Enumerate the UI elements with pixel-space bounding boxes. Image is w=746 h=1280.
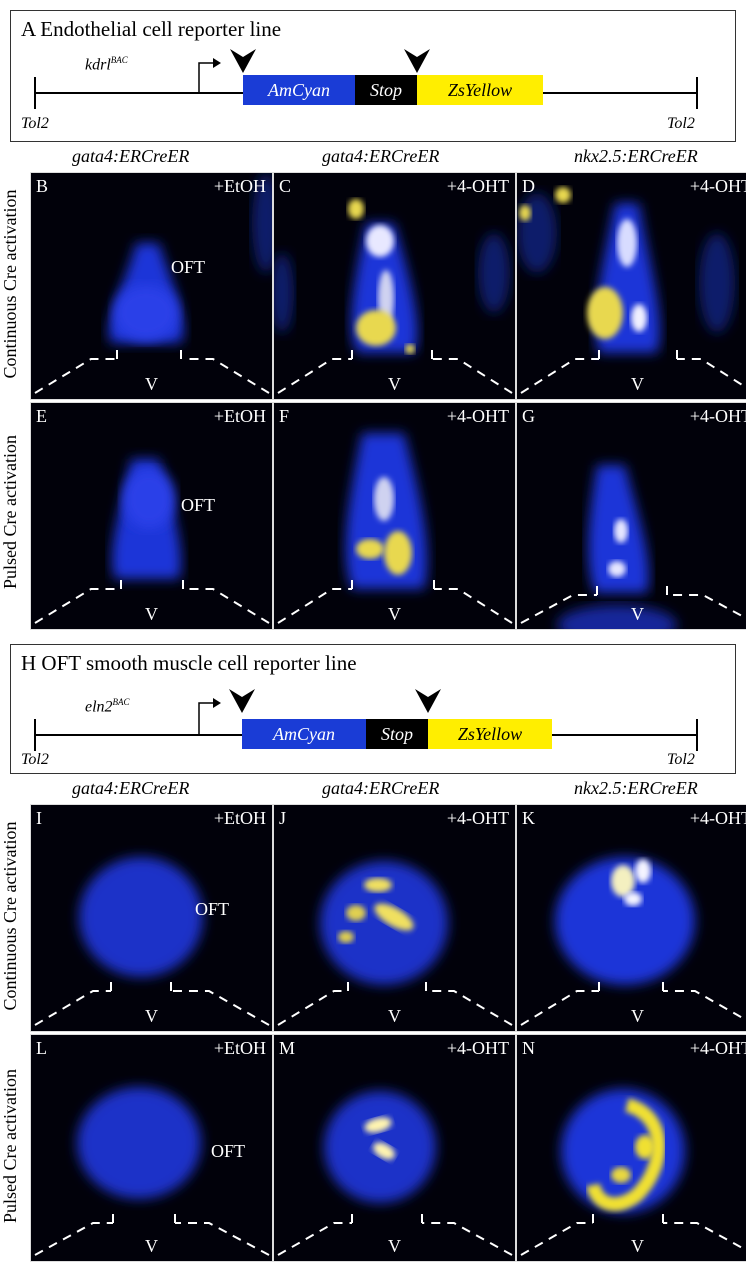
promoter-arrowhead	[213, 58, 221, 68]
amcyan-segment-a: AmCyan	[243, 75, 355, 105]
oft-label-i: OFT	[195, 899, 230, 919]
construct-a-box: A Endothelial cell reporter line kdrlBAC…	[10, 10, 736, 142]
panel-label-l: L	[36, 1038, 47, 1058]
treatment-label-b: +EtOH	[213, 176, 266, 196]
treatment-label-i: +EtOH	[213, 808, 266, 828]
ventricle-label-d: V	[631, 374, 644, 394]
micrograph-i	[34, 857, 270, 1026]
oft-label-e: OFT	[181, 495, 216, 515]
column-label-top-2: gata4:ERCreER	[322, 146, 440, 166]
treatment-label-d: +4-OHT	[689, 176, 746, 196]
ventricle-label-m: V	[388, 1236, 401, 1256]
promoter-arrow	[198, 702, 219, 735]
column-label-top-3: nkx2.5:ERCreER	[574, 146, 698, 166]
panel-f: F +4-OHT V	[273, 402, 516, 630]
row-label-top-continuous: Continuous Cre activation	[0, 189, 20, 379]
ventricle-label-i: V	[145, 1006, 158, 1026]
panel-label-f: F	[279, 406, 290, 426]
tol2-right-a: Tol2	[667, 115, 695, 132]
treatment-label-j: +4-OHT	[446, 808, 509, 828]
loxp-arrow-1	[229, 689, 255, 713]
treatment-label-n: +4-OHT	[689, 1038, 746, 1058]
column-label-bottom-3: nkx2.5:ERCreER	[574, 778, 698, 798]
panel-k: K +4-OHT V	[516, 804, 746, 1032]
gene-label-h: eln2BAC	[85, 697, 130, 716]
micrograph-g	[520, 465, 746, 629]
panel-g: G +4-OHT V	[516, 402, 746, 630]
ventricle-label-l: V	[145, 1236, 158, 1256]
ventricle-label-j: V	[388, 1006, 401, 1026]
panel-label-b: B	[36, 176, 49, 196]
panel-e: E +EtOH OFT V	[30, 402, 273, 630]
zsyellow-segment-a: ZsYellow	[417, 75, 543, 105]
treatment-label-l: +EtOH	[213, 1038, 266, 1058]
panel-label-j: J	[279, 808, 287, 828]
treatment-label-c: +4-OHT	[446, 176, 509, 196]
column-label-top-1: gata4:ERCreER	[72, 146, 190, 166]
micrograph-e	[34, 459, 270, 624]
ventricle-label-e: V	[145, 604, 158, 624]
panel-label-m: M	[279, 1038, 296, 1058]
micrograph-f	[277, 433, 513, 624]
ventricle-label-k: V	[631, 1006, 644, 1026]
oft-label-b: OFT	[171, 257, 206, 277]
loxp-arrow-1	[230, 49, 256, 73]
gene-label-a: kdrlBAC	[85, 55, 128, 74]
micrograph-d	[517, 187, 746, 394]
construct-a-title: A Endothelial cell reporter line	[21, 17, 282, 41]
panel-b: B +EtOH OFT V	[30, 172, 273, 400]
panel-label-n: N	[522, 1038, 535, 1058]
panel-m: M +4-OHT V	[273, 1034, 516, 1262]
stop-segment-a: Stop	[355, 75, 417, 105]
tol2-right-h: Tol2	[667, 751, 695, 768]
construct-h-box: H OFT smooth muscle cell reporter line e…	[10, 644, 736, 774]
treatment-label-k: +4-OHT	[689, 808, 746, 828]
loxp-arrow-2	[404, 49, 430, 73]
tol2-left-a: Tol2	[21, 115, 49, 132]
stop-segment-h: Stop	[366, 719, 428, 749]
loxp-arrow-2	[415, 689, 441, 713]
promoter-arrowhead	[213, 698, 221, 708]
row-label-bottom-continuous: Continuous Cre activation	[0, 821, 20, 1011]
panel-label-c: C	[279, 176, 292, 196]
panel-label-d: D	[522, 176, 535, 196]
ventricle-label-c: V	[388, 374, 401, 394]
micrograph-k	[520, 857, 746, 1026]
micrograph-j	[277, 861, 513, 1026]
panel-c: C +4-OHT V	[273, 172, 516, 400]
micrograph-c	[274, 199, 513, 394]
column-label-bottom-2: gata4:ERCreER	[322, 778, 440, 798]
panel-d: D +4-OHT V	[516, 172, 746, 400]
ventricle-label-f: V	[388, 604, 401, 624]
row-label-bottom-pulsed: Pulsed Cre activation	[0, 1069, 20, 1223]
promoter-arrow	[198, 62, 219, 93]
ventricle-label-g: V	[631, 604, 644, 624]
column-label-bottom-1: gata4:ERCreER	[72, 778, 190, 798]
panel-label-k: K	[522, 808, 535, 828]
micrograph-n	[520, 1089, 746, 1256]
ventricle-label-b: V	[145, 374, 158, 394]
oft-label-l: OFT	[211, 1141, 246, 1161]
micrograph-b	[34, 173, 272, 394]
panel-label-e: E	[36, 406, 47, 426]
panel-n: N +4-OHT V	[516, 1034, 746, 1262]
treatment-label-m: +4-OHT	[446, 1038, 509, 1058]
panel-i: I +EtOH OFT V	[30, 804, 273, 1032]
panel-label-g: G	[522, 406, 535, 426]
panel-label-i: I	[36, 808, 42, 828]
construct-h-title: H OFT smooth muscle cell reporter line	[21, 651, 357, 675]
ventricle-label-n: V	[631, 1236, 644, 1256]
row-label-top-pulsed: Pulsed Cre activation	[0, 435, 20, 589]
zsyellow-segment-h: ZsYellow	[428, 719, 552, 749]
panel-j: J +4-OHT V	[273, 804, 516, 1032]
tol2-left-h: Tol2	[21, 751, 49, 768]
treatment-label-f: +4-OHT	[446, 406, 509, 426]
micrograph-l	[34, 1087, 270, 1256]
amcyan-segment-h: AmCyan	[242, 719, 366, 749]
micrograph-m	[277, 1091, 513, 1256]
treatment-label-g: +4-OHT	[689, 406, 746, 426]
panel-l: L +EtOH OFT V	[30, 1034, 273, 1262]
treatment-label-e: +EtOH	[213, 406, 266, 426]
